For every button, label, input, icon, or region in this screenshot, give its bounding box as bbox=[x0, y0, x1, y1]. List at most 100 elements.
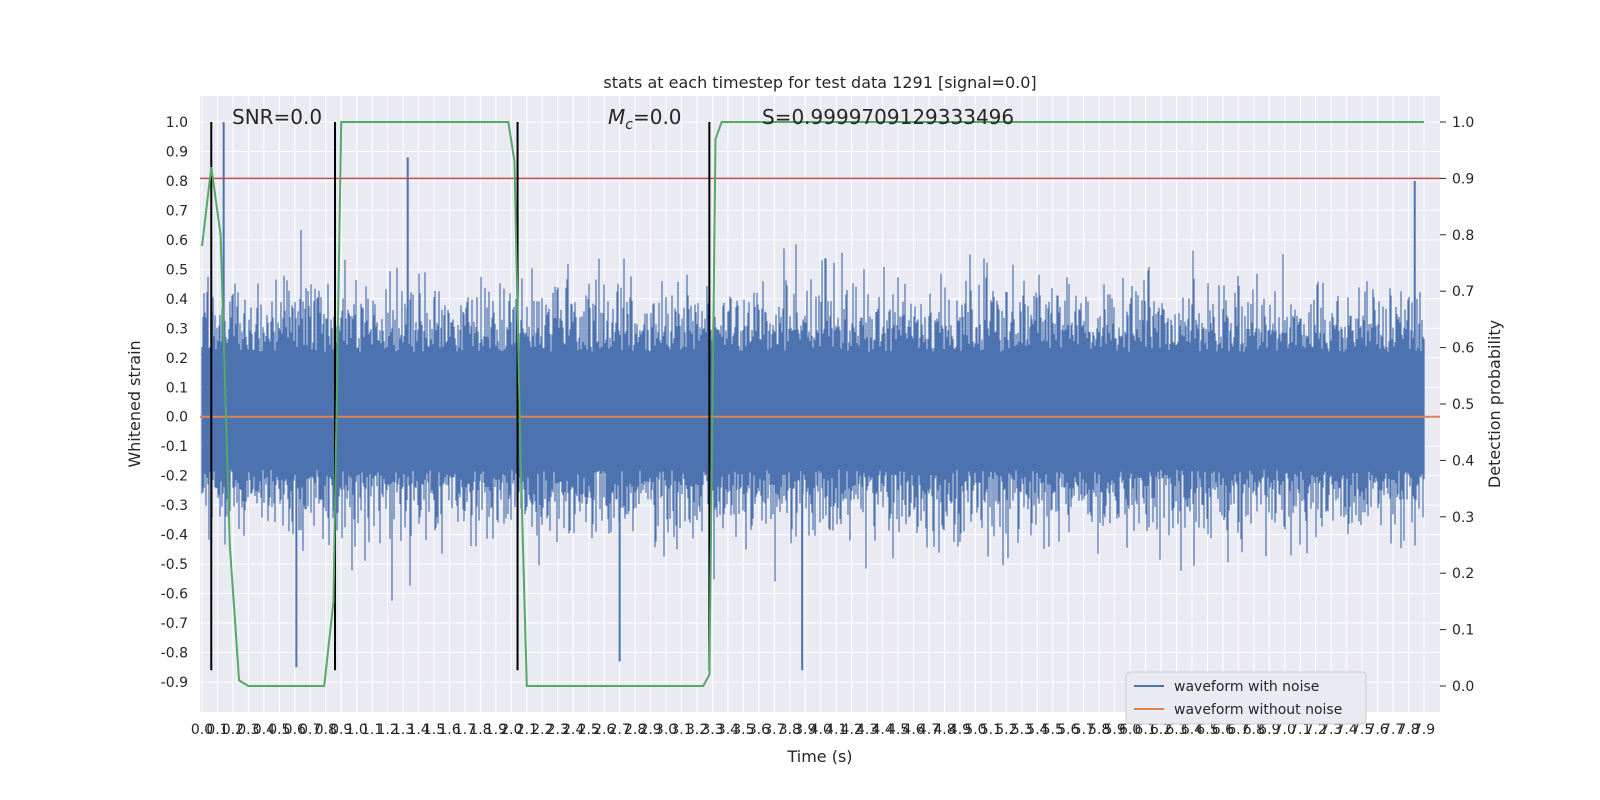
x-tick-label: 1.7 bbox=[454, 722, 476, 738]
x-tick-label: 2.6 bbox=[593, 722, 615, 738]
y2-tick-label: 0.9 bbox=[1452, 171, 1474, 187]
y2-tick-labels: 1.0 0.9 0.8 0.7 0.6 0.5 0.4 0.3 0.2 0.1 0.0 bbox=[1440, 115, 1474, 695]
x-tick-label: 0.1 bbox=[206, 722, 228, 738]
x-tick-label: 0.9 bbox=[330, 722, 352, 738]
x-tick-label: 7.6 bbox=[1366, 722, 1388, 738]
x-tick-label: 6.4 bbox=[1181, 722, 1203, 738]
x-tick-label: 1.6 bbox=[438, 722, 460, 738]
y2-tick-label: 0.2 bbox=[1452, 566, 1474, 582]
x-tick-labels: 0.00.10.20.30.40.50.60.70.80.91.01.11.21… bbox=[191, 722, 1435, 738]
legend-label: waveform with noise bbox=[1174, 679, 1319, 695]
x-tick-label: 6.3 bbox=[1165, 722, 1187, 738]
y-tick-label: -0.5 bbox=[161, 557, 188, 573]
y2-tick-label: 0.5 bbox=[1452, 397, 1474, 413]
x-tick-label: 7.4 bbox=[1336, 722, 1358, 738]
y-tick-label: 0.5 bbox=[166, 262, 188, 278]
y2-tick-label: 0.6 bbox=[1452, 341, 1474, 357]
x-tick-label: 3.0 bbox=[655, 722, 677, 738]
y2-tick-label: 0.7 bbox=[1452, 284, 1474, 300]
y-tick-label: 0.1 bbox=[166, 380, 188, 396]
x-tick-label: 3.6 bbox=[748, 722, 770, 738]
x-tick-label: 1.1 bbox=[361, 722, 383, 738]
y-tick-label: -0.3 bbox=[161, 498, 188, 514]
x-tick-label: 2.1 bbox=[516, 722, 538, 738]
x-tick-label: 6.1 bbox=[1134, 722, 1156, 738]
x-tick-label: 6.7 bbox=[1227, 722, 1249, 738]
y2-tick-label: 0.4 bbox=[1452, 453, 1474, 469]
x-tick-label: 3.8 bbox=[779, 722, 801, 738]
y2-tick-label: 0.0 bbox=[1452, 679, 1474, 695]
x-tick-label: 2.7 bbox=[609, 722, 631, 738]
legend: waveform with noise waveform without nois… bbox=[1125, 671, 1367, 725]
x-tick-label: 3.9 bbox=[794, 722, 816, 738]
x-tick-label: 3.7 bbox=[763, 722, 785, 738]
x-tick-label: 6.9 bbox=[1258, 722, 1280, 738]
x-tick-label: 7.1 bbox=[1289, 722, 1311, 738]
x-tick-label: 6.6 bbox=[1212, 722, 1234, 738]
x-tick-label: 5.4 bbox=[1026, 722, 1048, 738]
x-tick-label: 1.2 bbox=[376, 722, 398, 738]
x-tick-label: 6.0 bbox=[1119, 722, 1141, 738]
x-tick-label: 7.3 bbox=[1320, 722, 1342, 738]
y2-tick-label: 0.1 bbox=[1452, 623, 1474, 639]
chirp-mass-annotation: Mc=0.0 bbox=[608, 105, 682, 133]
x-tick-label: 1.3 bbox=[392, 722, 414, 738]
y2-axis-label: Detection probability bbox=[1485, 320, 1504, 488]
x-tick-label: 5.1 bbox=[980, 722, 1002, 738]
x-tick-label: 3.3 bbox=[701, 722, 723, 738]
x-tick-label: 7.8 bbox=[1397, 722, 1419, 738]
x-tick-label: 7.5 bbox=[1351, 722, 1373, 738]
x-tick-label: 2.3 bbox=[547, 722, 569, 738]
x-tick-label: 3.4 bbox=[717, 722, 739, 738]
snr-annotation: SNR=0.0 bbox=[232, 105, 322, 129]
legend-box bbox=[1125, 671, 1367, 725]
y-tick-label: -0.2 bbox=[161, 469, 188, 485]
x-tick-label: 5.6 bbox=[1057, 722, 1079, 738]
y-tick-label: -0.7 bbox=[161, 616, 188, 632]
x-tick-label: 6.8 bbox=[1243, 722, 1265, 738]
x-tick-label: 3.2 bbox=[686, 722, 708, 738]
x-tick-label: 2.8 bbox=[624, 722, 646, 738]
x-tick-label: 7.9 bbox=[1413, 722, 1435, 738]
x-tick-label: 2.0 bbox=[500, 722, 522, 738]
x-tick-label: 4.2 bbox=[841, 722, 863, 738]
y2-tick-label: 0.3 bbox=[1452, 510, 1474, 526]
y-tick-label: -0.8 bbox=[161, 646, 188, 662]
x-tick-label: 6.2 bbox=[1150, 722, 1172, 738]
y-axis-label: Whitened strain bbox=[125, 340, 144, 467]
detection-probability-line bbox=[201, 121, 1424, 687]
x-tick-label: 7.7 bbox=[1382, 722, 1404, 738]
x-tick-label: 1.8 bbox=[469, 722, 491, 738]
x-tick-label: 1.9 bbox=[485, 722, 507, 738]
y-tick-label: 0.9 bbox=[166, 144, 188, 160]
x-tick-label: 0.0 bbox=[191, 722, 213, 738]
x-tick-label: 5.8 bbox=[1088, 722, 1110, 738]
y-tick-label: 0.4 bbox=[166, 292, 188, 308]
x-tick-label: 5.0 bbox=[964, 722, 986, 738]
x-tick-label: 2.5 bbox=[578, 722, 600, 738]
x-tick-label: 4.7 bbox=[918, 722, 940, 738]
chart-title: stats at each timestep for test data 129… bbox=[603, 73, 1036, 92]
x-axis-label: Time (s) bbox=[786, 747, 852, 766]
x-tick-label: 3.1 bbox=[670, 722, 692, 738]
x-tick-label: 1.0 bbox=[346, 722, 368, 738]
score-annotation: S=0.9999709129333496 bbox=[762, 105, 1014, 129]
x-tick-label: 5.2 bbox=[995, 722, 1017, 738]
x-tick-label: 0.2 bbox=[222, 722, 244, 738]
x-tick-label: 1.4 bbox=[407, 722, 429, 738]
y2-tick-label: 0.8 bbox=[1452, 228, 1474, 244]
noise-series bbox=[201, 122, 1425, 671]
y-tick-labels: 1.0 0.9 0.8 0.7 0.6 0.5 0.4 0.3 0.2 0.1 0.0 -0.1 -0.… bbox=[161, 115, 188, 691]
x-tick-label: 0.4 bbox=[253, 722, 275, 738]
overlay-series bbox=[200, 121, 1440, 687]
x-tick-label: 5.9 bbox=[1104, 722, 1126, 738]
x-tick-label: 2.4 bbox=[562, 722, 584, 738]
x-tick-label: 4.5 bbox=[887, 722, 909, 738]
x-tick-label: 4.0 bbox=[810, 722, 832, 738]
y-tick-label: 0.2 bbox=[166, 351, 188, 367]
x-tick-label: 1.5 bbox=[423, 722, 445, 738]
annotations: SNR=0.0 Mc=0.0 S=0.9999709129333496 bbox=[232, 105, 1014, 133]
y-tick-label: 0.3 bbox=[166, 321, 188, 337]
x-tick-label: 0.7 bbox=[299, 722, 321, 738]
